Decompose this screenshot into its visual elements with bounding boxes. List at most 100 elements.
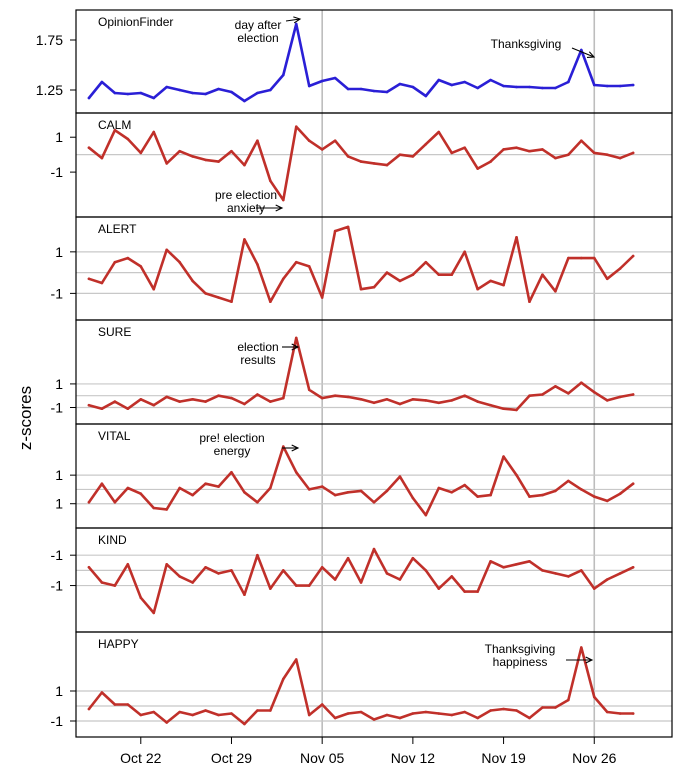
data-point (307, 713, 311, 717)
y-tick-label: -1 (51, 578, 64, 594)
data-point (126, 703, 130, 706)
data-point (243, 593, 246, 596)
data-point (126, 563, 130, 566)
data-point (346, 491, 350, 494)
data-point (320, 396, 324, 400)
data-point (411, 398, 415, 401)
panel-frame (75, 631, 673, 738)
annotation-text: election (237, 31, 278, 45)
data-point (217, 713, 220, 717)
data-point (113, 260, 117, 264)
data-point (489, 493, 492, 497)
data-point (502, 707, 505, 711)
data-point (502, 407, 505, 411)
data-point (398, 578, 402, 581)
data-point (554, 156, 557, 160)
panel-calm: 1 -1 CALM (51, 112, 673, 218)
data-point (437, 78, 441, 82)
data-point (463, 483, 466, 487)
data-point (178, 486, 181, 490)
data-point (605, 710, 609, 714)
data-point (618, 84, 622, 88)
data-point (437, 712, 441, 715)
data-point (541, 706, 544, 709)
data-point (230, 569, 233, 572)
data-point (411, 712, 415, 715)
data-point (165, 162, 168, 165)
data-point (554, 489, 557, 493)
data-point (256, 709, 259, 712)
data-point (580, 256, 583, 260)
data-point (294, 658, 298, 661)
data-point (631, 566, 635, 569)
data-point (87, 277, 91, 281)
y-tick-label: -1 (51, 164, 64, 180)
x-axis: Oct 22 Oct 29 Nov 05 Nov 12 Nov 19 Nov 26 (120, 737, 617, 766)
data-point (592, 256, 596, 260)
data-point (605, 153, 609, 156)
data-point (450, 273, 454, 277)
annotation-text: pre! election (199, 431, 264, 445)
data-point (165, 721, 168, 724)
data-point (346, 155, 350, 158)
data-point (411, 496, 415, 500)
data-point (113, 400, 117, 403)
data-point (113, 128, 117, 132)
data-point (178, 400, 181, 403)
data-point (217, 296, 220, 299)
data-point (424, 710, 428, 714)
data-point (269, 400, 272, 403)
data-point (307, 488, 311, 491)
panel-label: SURE (98, 325, 131, 339)
panel-frame (75, 527, 673, 633)
annotation-text: happiness (493, 655, 548, 669)
data-point (385, 271, 389, 274)
y-tick-label: 1 (55, 683, 63, 699)
data-point (631, 393, 635, 396)
data-point (204, 566, 207, 569)
data-point (463, 250, 466, 254)
data-point (282, 396, 285, 400)
series-line (87, 547, 635, 615)
annotation-arrow-head (291, 343, 300, 351)
data-point (450, 491, 454, 494)
series-line (87, 125, 635, 202)
data-point (230, 149, 233, 153)
data-point (489, 160, 492, 163)
data-point (269, 300, 272, 304)
data-point (618, 267, 622, 270)
data-point (372, 547, 376, 551)
x-tick-label: Nov 12 (391, 750, 436, 766)
data-point (333, 578, 337, 581)
data-point (191, 398, 194, 401)
data-point (618, 572, 622, 575)
data-point (139, 265, 143, 268)
data-point (372, 162, 376, 165)
panel-sure: 1 -1 SURE (51, 319, 673, 425)
data-point (126, 407, 130, 411)
panel-frame (75, 423, 673, 529)
data-point (476, 287, 479, 291)
data-point (87, 146, 91, 149)
data-point (528, 394, 531, 398)
data-point (618, 492, 622, 496)
panel-happy: 1 -1 HAPPY (51, 631, 673, 738)
data-point (411, 273, 415, 277)
data-point (528, 149, 531, 153)
data-point (398, 153, 402, 156)
data-point (139, 151, 143, 155)
data-point (294, 260, 298, 264)
data-point (372, 718, 376, 721)
data-point (424, 142, 428, 146)
annotation-text: pre election (215, 188, 277, 202)
data-point (307, 265, 311, 268)
y-tick-label: -1 (51, 400, 64, 416)
data-point (450, 151, 454, 155)
data-point (282, 677, 285, 681)
y-tick-label: 1 (55, 467, 63, 483)
data-point (333, 394, 337, 398)
data-point (437, 587, 441, 590)
data-point (398, 475, 402, 478)
